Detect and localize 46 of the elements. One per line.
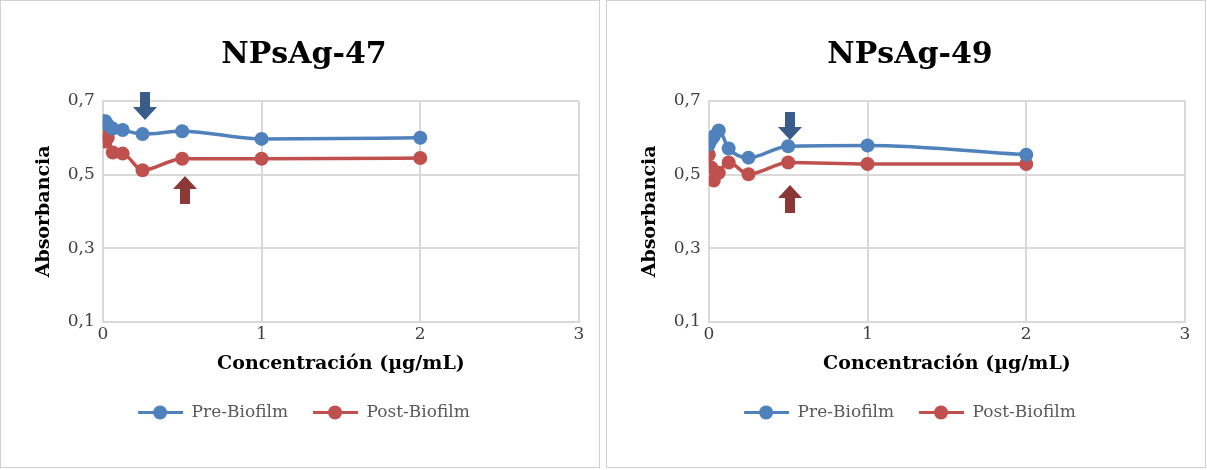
- x-axis-title: Concentración (µg/mL): [823, 350, 1071, 373]
- y-tick-label: 0,7: [67, 89, 95, 110]
- legend-label: Post-Biofilm: [366, 400, 470, 421]
- point: [741, 150, 756, 165]
- y-axis-title: Absorbancia: [31, 145, 54, 279]
- x-tick-label: 3: [1179, 323, 1191, 344]
- y-tick-label: 0,3: [673, 236, 701, 257]
- y-tick-label: 0,3: [67, 236, 95, 257]
- point: [115, 123, 130, 138]
- legend-label: Pre-Biofilm: [191, 400, 289, 421]
- y-tick-label: 0,7: [673, 89, 701, 110]
- point: [254, 151, 269, 166]
- point: [860, 138, 875, 153]
- y-tick-label: 0,5: [673, 163, 701, 184]
- point: [175, 124, 190, 139]
- x-tick-label: 0: [703, 323, 715, 344]
- y-tick-label: 0,1: [67, 310, 95, 331]
- point: [135, 127, 150, 142]
- x-tick-label: 0: [97, 323, 109, 344]
- chart-title: NPsAg-47: [221, 34, 387, 70]
- x-tick-label: 1: [862, 323, 873, 344]
- point: [254, 131, 269, 146]
- point: [721, 141, 736, 156]
- x-axis-title: Concentración (µg/mL): [217, 350, 465, 373]
- x-tick-label: 2: [1020, 323, 1032, 344]
- x-tick-label: 1: [256, 323, 267, 344]
- point: [135, 163, 150, 178]
- chart-title: NPsAg-49: [827, 34, 993, 70]
- point: [721, 155, 736, 170]
- point: [175, 151, 190, 166]
- legend-label: Post-Biofilm: [972, 400, 1076, 421]
- y-tick-label: 0,1: [673, 310, 701, 331]
- point: [1019, 147, 1034, 162]
- point: [413, 130, 428, 145]
- legend-label: Pre-Biofilm: [797, 400, 895, 421]
- point: [781, 155, 796, 170]
- point: [860, 156, 875, 171]
- x-tick-label: 3: [573, 323, 585, 344]
- y-axis-title: Absorbancia: [637, 145, 660, 279]
- x-tick-label: 2: [414, 323, 426, 344]
- y-tick-label: 0,5: [67, 163, 95, 184]
- point: [115, 146, 130, 161]
- point: [711, 123, 726, 138]
- point: [741, 167, 756, 182]
- point: [781, 139, 796, 154]
- point: [413, 151, 428, 166]
